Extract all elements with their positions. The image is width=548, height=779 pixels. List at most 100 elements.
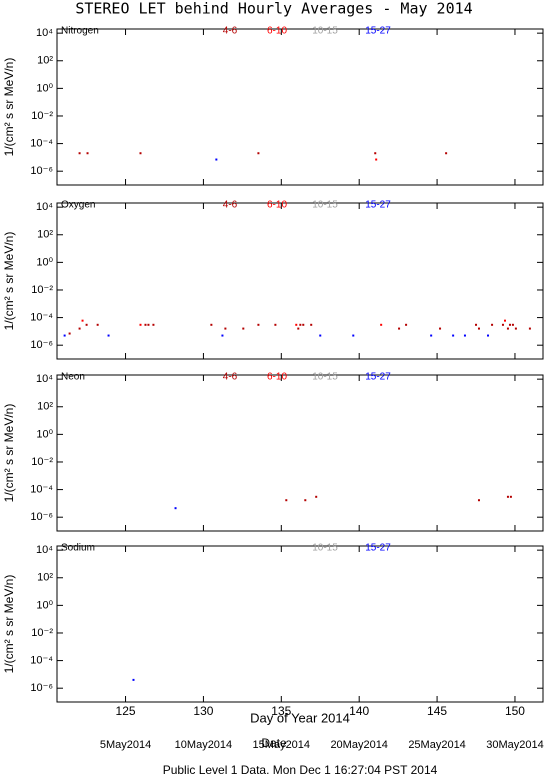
x-tick-label: 150 <box>505 704 525 718</box>
plot-frame <box>56 28 544 186</box>
legend-entry: 15-27 <box>365 543 391 554</box>
data-point <box>63 334 66 337</box>
data-point <box>210 323 213 326</box>
x-tick-label: 145 <box>427 704 447 718</box>
data-point <box>152 323 155 326</box>
legend-entry: 6-10 <box>267 26 287 37</box>
data-point <box>81 319 84 322</box>
data-point <box>310 323 313 326</box>
data-point <box>257 323 260 326</box>
date-tick-label: 30May2014 <box>486 739 544 751</box>
data-point <box>452 334 455 337</box>
panel-title: Nitrogen <box>61 26 99 37</box>
data-point <box>285 499 288 502</box>
panel-title: Neon <box>61 372 85 383</box>
footer: Public Level 1 Data. Mon Dec 1 16:27:04 … <box>163 763 438 777</box>
data-point <box>224 327 227 330</box>
y-tick-label: 10⁻⁴ <box>30 137 53 149</box>
legend-entry: 15-27 <box>365 200 391 211</box>
page-title: STEREO LET behind Hourly Averages - May … <box>75 0 472 18</box>
y-tick-label: 10⁰ <box>36 82 53 94</box>
date-tick-label: 25May2014 <box>408 739 466 751</box>
x-tick-label: 140 <box>349 704 369 718</box>
date-tick-label: 15May2014 <box>253 739 311 751</box>
x-axis-label: Day of Year 2014 <box>250 710 350 725</box>
legend-entry: 6-10 <box>267 200 287 211</box>
data-point <box>491 323 494 326</box>
y-tick-label: 10⁻⁴ <box>30 654 53 666</box>
data-point <box>107 334 110 337</box>
plot-frame <box>56 545 544 703</box>
panel-title: Sodium <box>61 543 95 554</box>
data-point <box>398 327 401 330</box>
legend-entry: 4-6 <box>223 26 238 37</box>
x-tick-label: 125 <box>116 704 136 718</box>
data-point <box>430 334 433 337</box>
x-tick-label: 135 <box>271 704 291 718</box>
data-point <box>487 334 490 337</box>
legend-entry: 10-15 <box>312 543 338 554</box>
y-tick-label: 10⁰ <box>36 256 53 268</box>
y-axis-label: 1/(cm² s sr MeV/n) <box>2 232 16 331</box>
data-point <box>297 327 300 330</box>
y-tick-label: 10⁻² <box>31 456 53 468</box>
data-point <box>315 495 318 498</box>
data-point <box>477 499 480 502</box>
data-point <box>508 323 511 326</box>
data-point <box>477 327 480 330</box>
y-axis-label: 1/(cm² s sr MeV/n) <box>2 575 16 674</box>
x-axis-label: Date <box>261 736 287 750</box>
legend-entry: 10-15 <box>312 200 338 211</box>
y-tick-label: 10⁻⁶ <box>30 511 53 523</box>
data-point <box>221 334 224 337</box>
legend-entry: 15-27 <box>365 26 391 37</box>
data-point <box>139 323 142 326</box>
data-point <box>86 152 89 155</box>
data-point <box>439 327 442 330</box>
date-tick-label: 20May2014 <box>330 739 388 751</box>
data-point <box>96 323 99 326</box>
data-point <box>274 323 277 326</box>
data-point <box>215 158 218 161</box>
y-tick-label: 10⁻² <box>31 110 53 122</box>
y-tick-label: 10⁻² <box>31 284 53 296</box>
y-tick-label: 10⁻⁶ <box>30 682 53 694</box>
legend-entry: 6-10 <box>267 372 287 383</box>
data-point <box>503 319 506 322</box>
data-point <box>242 327 245 330</box>
data-point <box>147 323 150 326</box>
data-point <box>380 323 383 326</box>
y-tick-label: 10⁰ <box>36 428 53 440</box>
data-point <box>85 323 88 326</box>
date-tick-label: 5May2014 <box>100 739 151 751</box>
data-point <box>139 152 142 155</box>
y-tick-label: 10⁰ <box>36 599 53 611</box>
data-point <box>511 323 514 326</box>
data-point <box>352 334 355 337</box>
data-point <box>68 332 71 335</box>
data-point <box>506 327 509 330</box>
y-axis-label: 1/(cm² s sr MeV/n) <box>2 58 16 157</box>
y-tick-label: 10⁴ <box>36 27 53 39</box>
y-tick-label: 10⁻² <box>31 627 53 639</box>
data-point <box>302 323 305 326</box>
data-point <box>475 323 478 326</box>
y-tick-label: 10² <box>37 55 53 67</box>
legend-entry: 10-15 <box>312 372 338 383</box>
data-point <box>405 323 408 326</box>
plot-frame <box>56 202 544 360</box>
data-point <box>445 152 448 155</box>
y-axis-label: 1/(cm² s sr MeV/n) <box>2 404 16 503</box>
data-point <box>374 152 377 155</box>
y-tick-label: 10² <box>37 572 53 584</box>
y-tick-label: 10⁻⁴ <box>30 311 53 323</box>
panel-title: Oxygen <box>61 200 95 211</box>
legend-entry: 4-6 <box>223 372 238 383</box>
data-point <box>295 323 298 326</box>
plot-frame <box>56 374 544 532</box>
y-tick-label: 10⁴ <box>36 201 53 213</box>
data-point <box>257 152 260 155</box>
data-point <box>375 158 378 161</box>
data-point <box>299 323 302 326</box>
